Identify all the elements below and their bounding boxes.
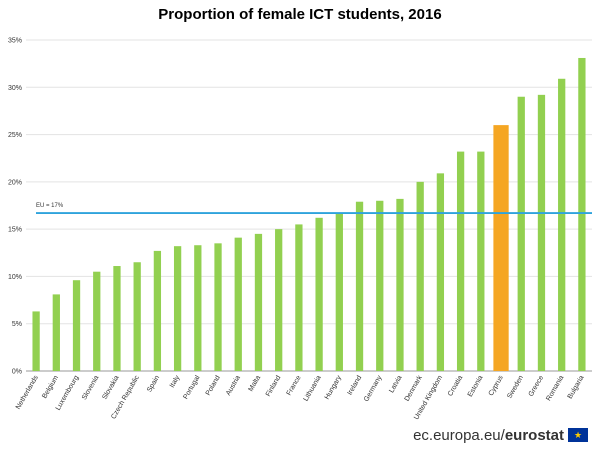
x-tick-label: Romania [545,374,565,402]
bar-portugal[interactable] [194,245,202,371]
bar-germany[interactable] [376,200,384,371]
bar-sweden[interactable] [517,96,525,371]
y-tick-label: 10% [8,274,22,281]
bar-slovenia[interactable] [93,271,101,371]
bar-greece[interactable] [537,94,546,371]
x-tick-label: Latvia [388,374,403,394]
bar-belgium[interactable] [52,294,60,371]
bar-czech-republic[interactable] [133,262,141,371]
bars [32,57,586,372]
bar-finland[interactable] [275,229,283,371]
x-tick-label: Belgium [41,374,60,400]
x-tick-label: Italy [169,374,182,389]
y-tick-label: 15% [8,227,22,234]
bar-lithuania[interactable] [315,217,323,371]
eu-flag-icon: ★ [568,428,588,442]
x-tick-label: Croatia [447,374,464,397]
bar-netherlands[interactable] [32,311,40,371]
bar-italy[interactable] [173,246,182,371]
bar-united-kingdom[interactable] [436,173,445,371]
x-tick-label: Poland [205,374,222,396]
bar-romania[interactable] [558,78,566,371]
bar-poland[interactable] [214,243,222,371]
bar-denmark[interactable] [416,181,424,371]
x-tick-label: Bulgaria [567,374,586,400]
footer: ec.europa.eu/eurostat ★ [413,426,588,444]
x-tick-label: Cyprus [488,374,505,397]
eu-flag-star: ★ [573,430,583,440]
y-tick-label: 0% [12,369,22,376]
reference-line-group: EU = 17% [36,203,592,214]
bar-slovakia[interactable] [113,266,121,371]
x-tick-label: Netherlands [15,374,40,411]
bar-austria[interactable] [234,237,242,371]
x-tick-label: Lithuania [303,374,323,402]
x-tick-label: Slovakia [101,374,120,401]
bar-ireland[interactable] [355,201,364,371]
y-tick-label: 5% [12,321,22,328]
bar-spain[interactable] [153,250,162,371]
chart-title: Proportion of female ICT students, 2016 [158,6,442,23]
x-tick-label: Spain [146,374,161,393]
x-tick-label: Finland [265,374,283,397]
x-tick-label: Hungary [324,374,344,401]
y-tick-label: 25% [8,132,22,139]
y-tick-label: 30% [8,85,22,92]
bar-estonia[interactable] [477,151,485,371]
bar-luxembourg[interactable] [72,280,81,371]
x-tick-label: Sweden [506,374,525,399]
eu-average-label: EU = 17% [36,203,64,209]
x-tick-label: France [286,374,303,396]
y-tick-label: 20% [8,179,22,186]
bar-bulgaria[interactable] [578,57,586,372]
footer-brand[interactable]: eurostat [504,426,564,444]
x-tick-label: Ireland [347,374,364,396]
x-tick-label: Germany [363,374,384,403]
x-tick-label: Austria [225,374,242,396]
bar-malta[interactable] [254,233,263,371]
x-tick-label: Portugal [182,374,201,400]
bar-hungary[interactable] [335,214,343,371]
x-tick-label: Malta [248,374,263,392]
bar-latvia[interactable] [396,198,404,371]
x-tick-label: Denmark [404,374,425,403]
x-tick-label: Estonia [467,374,485,398]
bar-france[interactable] [295,224,303,371]
x-tick-label: Greece [528,374,546,397]
x-tick-label: Slovenia [81,374,101,401]
bar-croatia[interactable] [456,151,465,371]
y-axis-ticks: 0% 5% 10% 15% 20% 25% 30% 35% [8,38,22,376]
footer-domain[interactable]: ec.europa.eu/ [413,426,505,444]
y-tick-label: 35% [8,38,22,45]
bar-cyprus[interactable] [493,125,509,371]
